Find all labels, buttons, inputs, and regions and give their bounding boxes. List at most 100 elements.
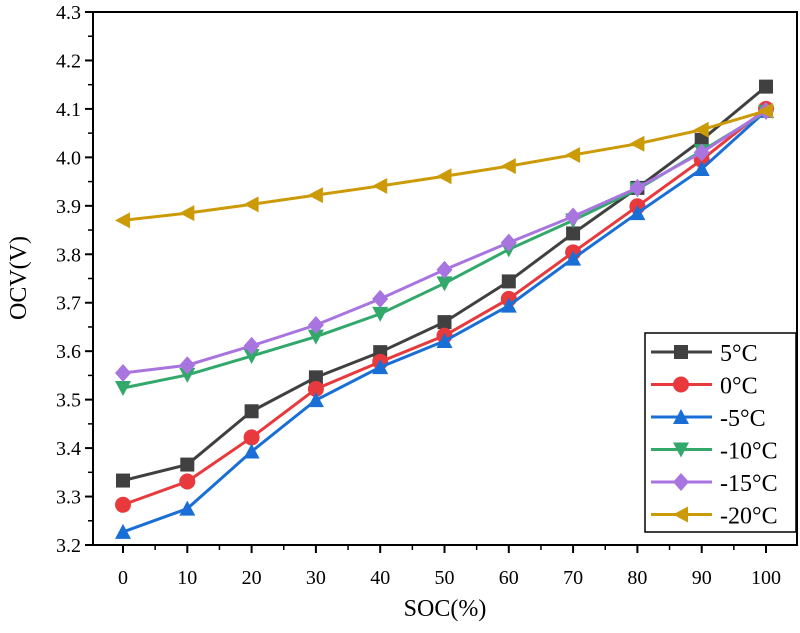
data-point [693,121,709,138]
legend-label: -20°C [720,504,778,530]
data-point [500,158,516,175]
y-tick-label: 3.8 [56,244,81,266]
y-tick-label: 3.7 [56,293,81,315]
legend-item: -10°C [651,439,778,465]
legend-marker [674,345,688,359]
data-point [565,250,582,266]
legend-box [644,332,797,533]
data-point [694,132,709,147]
data-point [693,143,710,162]
y-tick-label: 3.5 [56,390,81,412]
data-point [437,315,452,330]
y-axis: 3.2 3.3 3.4 3.5 3.6 3.7 3.8 3.9 4.0 4.1 4.2 4.3 [56,2,93,557]
data-point [566,226,581,241]
legend-item: 0°C [651,374,758,400]
y-tick-label: 3.9 [56,196,81,218]
legend-label: 0°C [720,374,758,400]
y-tick-label: 3.4 [56,438,81,460]
data-point [500,233,517,252]
y-tick-label: 3.2 [56,535,81,557]
data-point [179,367,196,383]
legend: 5°C 0°C -5°C -10°C -15°C -20°C [644,332,797,533]
y-tick-label: 4.1 [56,99,81,121]
data-point [243,349,260,365]
data-point [372,289,389,308]
data-point [179,205,195,222]
data-point [180,457,195,472]
y-tick-label: 3.6 [56,341,81,363]
x-tick-label: 30 [306,567,326,589]
data-point [372,177,388,194]
x-tick-label: 60 [499,567,519,589]
x-tick-label: 80 [627,567,647,589]
data-point [758,102,773,119]
data-point [372,359,389,375]
legend-marker [673,442,689,458]
data-point [307,392,324,408]
y-axis-label: OCV(V) [6,236,32,320]
data-point [436,168,452,185]
data-point [629,178,646,197]
data-point [115,496,131,513]
data-point [243,429,260,446]
data-point [307,187,323,204]
series-5 [115,102,773,229]
legend-item: 5°C [651,341,758,367]
x-tick-label: 50 [435,567,455,589]
data-point [179,473,196,490]
legend-item: -20°C [651,504,778,530]
data-point [501,274,516,289]
data-point [115,363,131,382]
x-axis: 0 10 20 30 40 50 60 70 80 90 100 [118,545,781,589]
data-point [179,356,196,375]
data-point [243,336,260,355]
data-point [243,443,260,459]
legend-label: -10°C [720,439,778,465]
legend-item: -5°C [651,406,766,432]
legend-label: -5°C [720,406,766,432]
x-tick-label: 0 [118,567,128,589]
data-point [244,404,259,419]
x-tick-label: 70 [563,567,583,589]
legend-marker [673,506,688,523]
x-tick-label: 40 [370,567,390,589]
data-point [243,196,259,213]
legend-label: 5°C [720,341,758,367]
y-tick-label: 4.0 [56,147,81,169]
data-point [115,381,131,397]
data-point [307,316,324,335]
data-point [436,260,453,279]
y-tick-label: 4.2 [56,50,81,72]
legend-label: -15°C [720,471,778,497]
legend-item: -15°C [651,471,778,497]
data-point [436,276,453,292]
y-tick-label: 3.3 [56,487,81,509]
x-tick-label: 100 [751,567,781,589]
x-axis-label: SOC(%) [404,596,487,622]
data-point [307,329,324,345]
data-point [115,212,130,229]
plot-marks [115,79,774,539]
series-0 [116,79,773,488]
x-tick-label: 90 [692,567,712,589]
data-point [759,79,773,94]
data-point [693,160,710,176]
y-tick-label: 4.3 [56,2,81,24]
legend-marker [673,409,689,424]
data-point [115,523,131,539]
legend-marker [673,376,689,393]
data-point [565,207,582,226]
x-tick-label: 20 [242,567,262,589]
data-point [500,297,517,313]
data-point [436,333,453,349]
data-point [629,135,645,152]
data-point [116,473,130,488]
x-tick-label: 10 [177,567,197,589]
data-point [565,146,581,163]
data-point [179,500,196,516]
data-point [372,306,389,322]
data-point [308,370,323,385]
data-point [629,205,646,221]
legend-marker [673,473,689,491]
